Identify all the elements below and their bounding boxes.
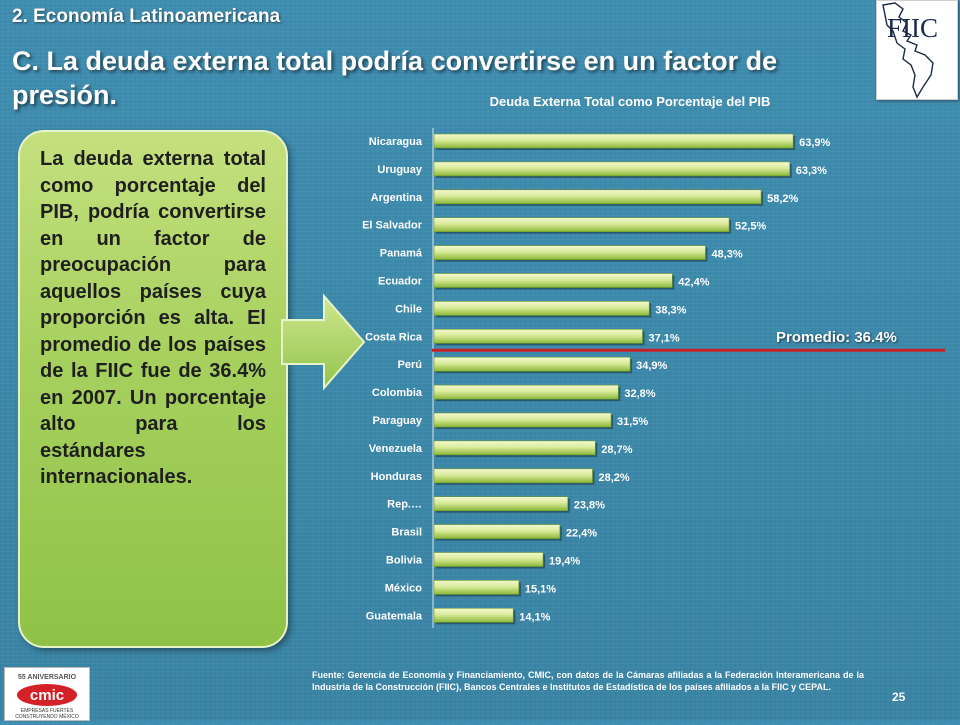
cmic-tagline-1: EMPRESAS FUERTES: [21, 708, 74, 714]
value-label: 15,1%: [525, 583, 556, 595]
category-label: Rep.…: [387, 499, 422, 511]
category-label: Panamá: [380, 248, 423, 260]
category-label: Argentina: [371, 192, 423, 204]
value-label: 32,8%: [624, 388, 655, 400]
callout-box: La deuda externa total como porcentaje d…: [18, 130, 288, 648]
value-label: 42,4%: [678, 277, 709, 289]
bar: [433, 496, 569, 512]
value-label: 19,4%: [549, 556, 580, 568]
bar: [433, 301, 650, 316]
bar: [433, 384, 619, 400]
bar: [433, 189, 762, 205]
bar: [433, 412, 612, 428]
bar: [433, 161, 791, 177]
bar: [433, 356, 631, 372]
bar: [433, 217, 730, 232]
chart-title: Deuda Externa Total como Porcentaje del …: [489, 94, 771, 109]
fiic-logo-text: FIIC: [887, 13, 939, 43]
average-label: Promedio: 36.4%: [776, 329, 897, 346]
page-title: C. La deuda externa total podría convert…: [12, 46, 778, 110]
cmic-logo: 55 ANIVERSARIO cmic EMPRESAS FUERTES CON…: [4, 667, 90, 721]
bar: [433, 524, 561, 539]
value-label: 22,4%: [566, 528, 597, 540]
value-label: 63,9%: [799, 137, 830, 149]
cmic-anniversary: 55 ANIVERSARIO: [18, 674, 77, 681]
category-label: Brasil: [391, 527, 422, 539]
right-arrow-icon: [281, 293, 366, 391]
category-label: Colombia: [372, 387, 423, 399]
category-label: Perú: [398, 359, 422, 371]
value-label: 23,8%: [574, 500, 605, 512]
category-label: México: [385, 582, 423, 594]
bar-chart: Nicaragua 63,9% Uruguay 63,3% Argentina 58,2%…: [362, 128, 945, 628]
value-label: 37,1%: [649, 332, 680, 344]
page-number: 25: [892, 690, 906, 704]
category-label: Bolivia: [386, 555, 423, 567]
americas-map-icon: [882, 2, 934, 99]
bar: [433, 329, 643, 344]
bar: [433, 607, 514, 623]
bar: [433, 245, 706, 260]
category-label: El Salvador: [362, 220, 423, 232]
category-label: Nicaragua: [369, 136, 423, 148]
value-label: 34,9%: [636, 360, 667, 372]
value-label: 31,5%: [617, 416, 648, 428]
cmic-wordmark: cmic: [30, 687, 64, 704]
category-label: Ecuador: [378, 276, 423, 288]
value-label: 38,3%: [655, 304, 686, 316]
bar: [433, 273, 673, 288]
category-label: Honduras: [371, 471, 422, 483]
bar: [433, 440, 596, 456]
category-label: Uruguay: [377, 164, 423, 176]
cmic-tagline-2: CONSTRUYENDO MÉXICO: [15, 713, 79, 720]
category-label: Venezuela: [369, 443, 423, 455]
value-label: 48,3%: [711, 249, 742, 261]
category-label: Paraguay: [372, 415, 422, 427]
value-label: 63,3%: [796, 165, 827, 177]
bar: [433, 133, 794, 149]
category-label: Costa Rica: [365, 331, 423, 343]
value-label: 28,2%: [598, 472, 629, 484]
category-label: Chile: [395, 303, 422, 315]
bar: [433, 552, 544, 567]
fiic-logo: FIIC: [876, 0, 958, 100]
value-label: 58,2%: [767, 193, 798, 205]
bar: [433, 580, 520, 595]
value-label: 52,5%: [735, 221, 766, 233]
bar: [433, 468, 593, 484]
category-label: Guatemala: [366, 610, 423, 622]
source-note: Fuente: Gerencia de Economía y Financiam…: [312, 670, 864, 692]
value-label: 28,7%: [601, 444, 632, 456]
callout-text: La deuda externa total como porcentaje d…: [40, 148, 266, 488]
value-label: 14,1%: [519, 611, 550, 623]
section-title: 2. Economía Latinoamericana: [12, 6, 281, 27]
